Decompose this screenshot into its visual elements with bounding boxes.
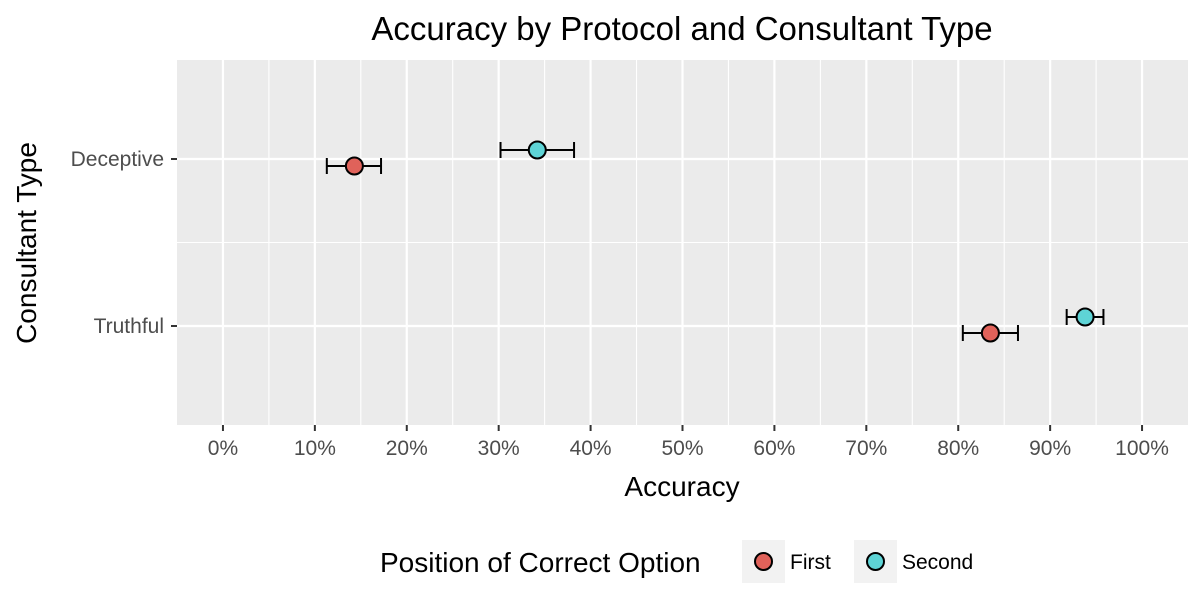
x-tick-label: 30% bbox=[478, 437, 520, 460]
x-tick-label: 0% bbox=[208, 437, 238, 460]
x-tick-label: 10% bbox=[294, 437, 336, 460]
data-points bbox=[344, 140, 1095, 343]
major-gridlines bbox=[177, 60, 1188, 425]
chart-title: Accuracy by Protocol and Consultant Type bbox=[371, 10, 992, 47]
x-axis-ticks: 0% 10% 20% 30% 40% 50% 60% 70% 80% 90% 100% bbox=[208, 425, 1169, 460]
y-tick-label: Deceptive bbox=[71, 148, 164, 171]
x-tick-label: 90% bbox=[1029, 437, 1071, 460]
x-tick-label: 50% bbox=[661, 437, 703, 460]
x-tick-label: 80% bbox=[937, 437, 979, 460]
legend-swatch-second bbox=[866, 552, 885, 571]
x-tick-label: 40% bbox=[570, 437, 612, 460]
data-point-second bbox=[527, 140, 547, 160]
data-point-first bbox=[980, 323, 1000, 343]
legend: Position of Correct Option First Second bbox=[380, 540, 973, 583]
legend-title: Position of Correct Option bbox=[380, 547, 701, 578]
data-point-first bbox=[344, 156, 364, 176]
x-tick-label: 70% bbox=[845, 437, 887, 460]
data-point-second bbox=[1075, 307, 1095, 327]
y-axis-ticks: Deceptive Truthful bbox=[71, 148, 177, 338]
x-tick-label: 20% bbox=[386, 437, 428, 460]
legend-label: First bbox=[790, 551, 831, 574]
y-axis-label: Consultant Type bbox=[11, 142, 42, 344]
x-axis-label: Accuracy bbox=[624, 471, 739, 502]
x-tick-label: 100% bbox=[1115, 437, 1169, 460]
x-tick-label: 60% bbox=[753, 437, 795, 460]
legend-swatch-first bbox=[754, 552, 773, 571]
legend-label: Second bbox=[902, 551, 973, 574]
y-tick-label: Truthful bbox=[94, 315, 164, 338]
